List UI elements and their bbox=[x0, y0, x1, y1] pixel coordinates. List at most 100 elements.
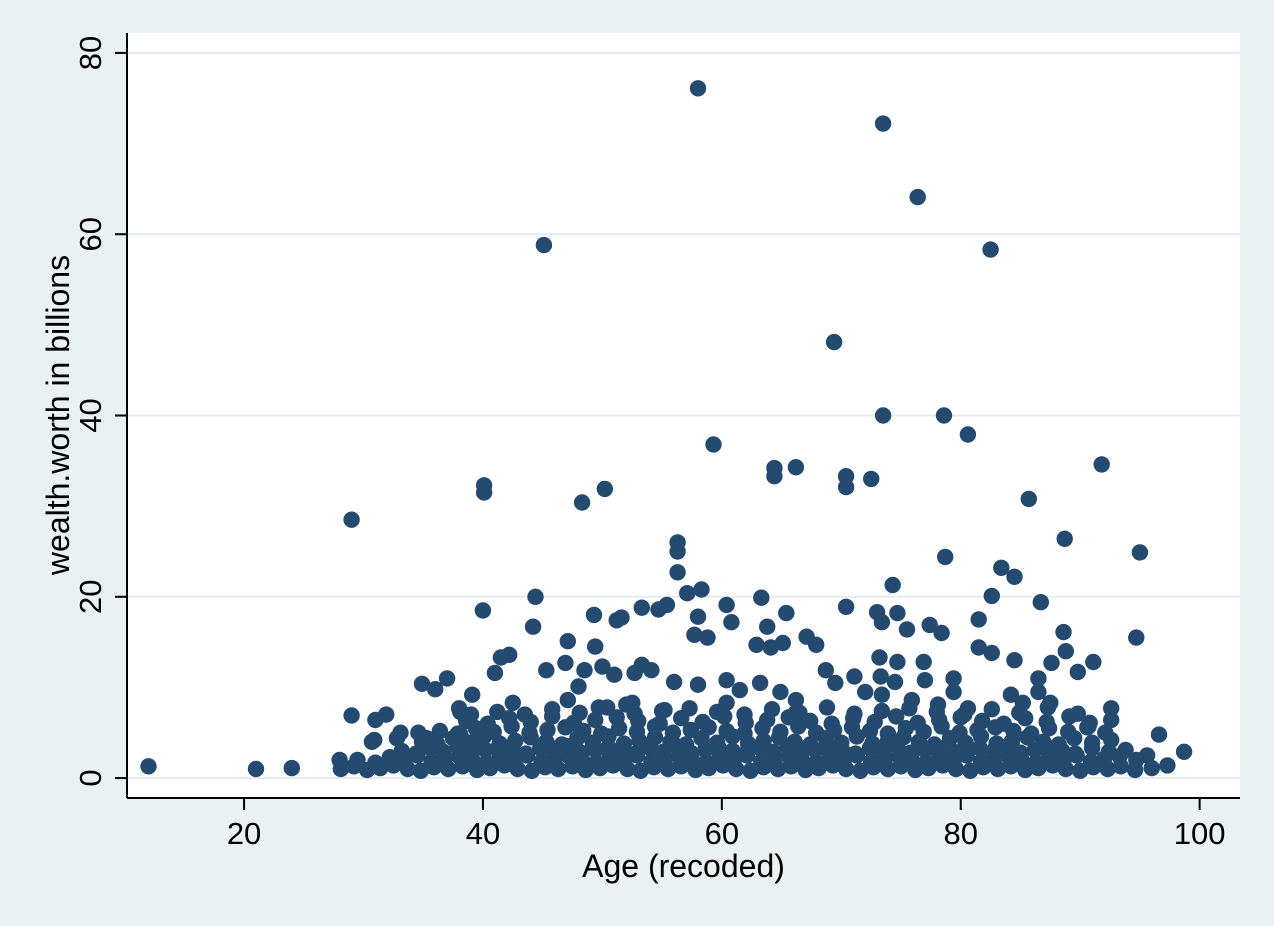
data-point bbox=[504, 694, 521, 711]
data-point bbox=[772, 683, 789, 701]
data-point bbox=[928, 703, 945, 721]
data-point bbox=[944, 742, 961, 760]
data-point bbox=[945, 670, 962, 687]
data-point bbox=[427, 681, 444, 698]
data-point bbox=[736, 706, 753, 723]
x-tick-label-80: 80 bbox=[943, 816, 977, 851]
data-point bbox=[889, 604, 906, 622]
data-point bbox=[587, 638, 604, 655]
data-point bbox=[587, 711, 604, 729]
x-tick-label-100: 100 bbox=[1174, 816, 1226, 851]
y-axis-title: wealth.worth in billions bbox=[40, 254, 76, 576]
data-point bbox=[945, 683, 962, 701]
data-point bbox=[606, 666, 623, 683]
data-point bbox=[755, 732, 772, 750]
data-point bbox=[681, 700, 698, 717]
data-point bbox=[486, 664, 504, 682]
data-point bbox=[669, 543, 686, 560]
data-point bbox=[539, 721, 556, 739]
data-point bbox=[889, 653, 906, 671]
data-point bbox=[429, 736, 446, 753]
data-point bbox=[871, 649, 888, 666]
data-point bbox=[694, 713, 711, 731]
y-tick-label-80: 80 bbox=[73, 36, 108, 70]
data-point bbox=[449, 725, 467, 742]
data-point bbox=[538, 662, 555, 679]
data-point bbox=[808, 636, 825, 653]
data-point bbox=[951, 724, 968, 741]
data-point bbox=[1030, 670, 1047, 687]
data-point bbox=[982, 241, 999, 258]
data-point bbox=[693, 581, 710, 598]
data-point bbox=[972, 753, 990, 770]
data-point bbox=[633, 599, 650, 616]
data-point bbox=[970, 639, 987, 656]
data-point bbox=[699, 629, 716, 646]
data-point bbox=[837, 598, 855, 615]
data-point bbox=[962, 762, 979, 779]
data-point bbox=[1006, 568, 1023, 585]
data-point bbox=[538, 733, 555, 750]
data-point bbox=[698, 754, 715, 771]
data-point bbox=[588, 754, 605, 771]
data-point bbox=[1057, 643, 1075, 660]
data-point bbox=[787, 691, 805, 709]
data-point bbox=[689, 80, 707, 97]
data-point bbox=[679, 585, 696, 602]
data-point bbox=[915, 653, 932, 671]
data-point bbox=[864, 735, 881, 752]
data-point bbox=[1143, 759, 1161, 777]
data-point bbox=[413, 733, 431, 750]
data-point bbox=[533, 753, 550, 770]
data-point bbox=[343, 707, 360, 724]
data-point bbox=[517, 745, 535, 762]
data-point bbox=[686, 626, 703, 643]
x-tick-label-20: 20 bbox=[227, 816, 261, 851]
data-point bbox=[1072, 762, 1089, 779]
data-point bbox=[689, 608, 707, 625]
data-point bbox=[1131, 544, 1149, 561]
data-point bbox=[643, 662, 660, 679]
data-point bbox=[332, 760, 349, 778]
data-point bbox=[1067, 745, 1084, 762]
data-point bbox=[283, 759, 300, 777]
data-point bbox=[1175, 743, 1193, 760]
data-point bbox=[1128, 629, 1145, 646]
data-point bbox=[763, 701, 781, 718]
data-point bbox=[1128, 751, 1145, 769]
data-point bbox=[762, 639, 779, 656]
data-point bbox=[594, 658, 611, 675]
data-point bbox=[718, 596, 735, 614]
data-point bbox=[1035, 733, 1052, 750]
data-point bbox=[664, 724, 682, 741]
data-point bbox=[1030, 683, 1047, 701]
data-point bbox=[1085, 653, 1102, 671]
data-point bbox=[1150, 726, 1168, 743]
data-point bbox=[884, 576, 901, 594]
data-point bbox=[1093, 456, 1110, 473]
data-point bbox=[874, 115, 892, 132]
data-point bbox=[753, 589, 770, 606]
y-tick-label-20: 20 bbox=[73, 580, 108, 614]
data-point bbox=[863, 753, 880, 770]
data-point bbox=[1012, 744, 1029, 761]
data-point bbox=[682, 721, 699, 739]
data-point bbox=[898, 621, 916, 638]
data-point bbox=[573, 494, 591, 511]
data-point bbox=[1011, 704, 1028, 721]
data-point bbox=[718, 672, 735, 689]
data-point bbox=[901, 700, 918, 717]
data-point bbox=[959, 426, 977, 443]
data-point bbox=[479, 715, 496, 732]
data-point bbox=[632, 762, 649, 779]
y-tick-label-40: 40 bbox=[73, 398, 108, 432]
data-point bbox=[464, 686, 481, 703]
data-point bbox=[765, 743, 782, 760]
data-point bbox=[1103, 711, 1120, 729]
data-point bbox=[753, 753, 770, 770]
data-point bbox=[392, 724, 409, 741]
data-point bbox=[689, 676, 707, 693]
data-point bbox=[766, 468, 783, 485]
